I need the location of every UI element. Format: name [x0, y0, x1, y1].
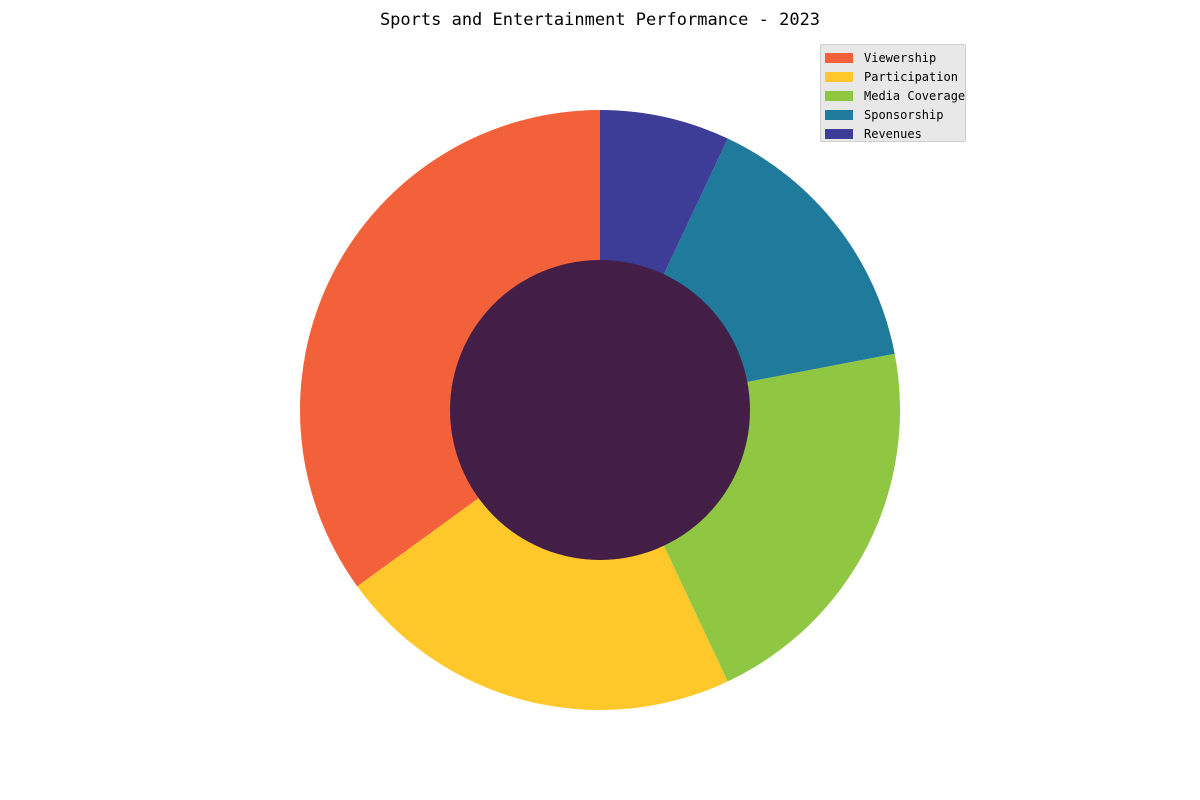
- legend-item-media-coverage: Media Coverage: [825, 86, 965, 105]
- legend-item-sponsorship: Sponsorship: [825, 105, 961, 124]
- slice-viewership: [300, 110, 600, 587]
- legend-swatch-revenues: [825, 128, 853, 139]
- legend-label-media-coverage: Media Coverage: [864, 88, 966, 103]
- legend-label-viewership: Viewership: [864, 50, 937, 65]
- legend-label-participation: Participation: [864, 69, 958, 84]
- legend-item-viewership: Viewership: [825, 48, 961, 67]
- legend-swatch-viewership: [825, 52, 853, 63]
- chart-title: Sports and Entertainment Performance - 2…: [379, 10, 821, 30]
- legend: Viewership Participation Media Coverage …: [820, 44, 966, 142]
- legend-label-sponsorship: Sponsorship: [864, 107, 944, 122]
- legend-label-revenues: Revenues: [864, 126, 922, 141]
- legend-item-revenues: Revenues: [825, 124, 961, 143]
- legend-swatch-sponsorship: [825, 109, 853, 120]
- legend-item-participation: Participation: [825, 67, 961, 86]
- legend-swatch-media-coverage: [825, 90, 853, 101]
- legend-swatch-participation: [825, 71, 853, 82]
- donut-center: [450, 260, 750, 560]
